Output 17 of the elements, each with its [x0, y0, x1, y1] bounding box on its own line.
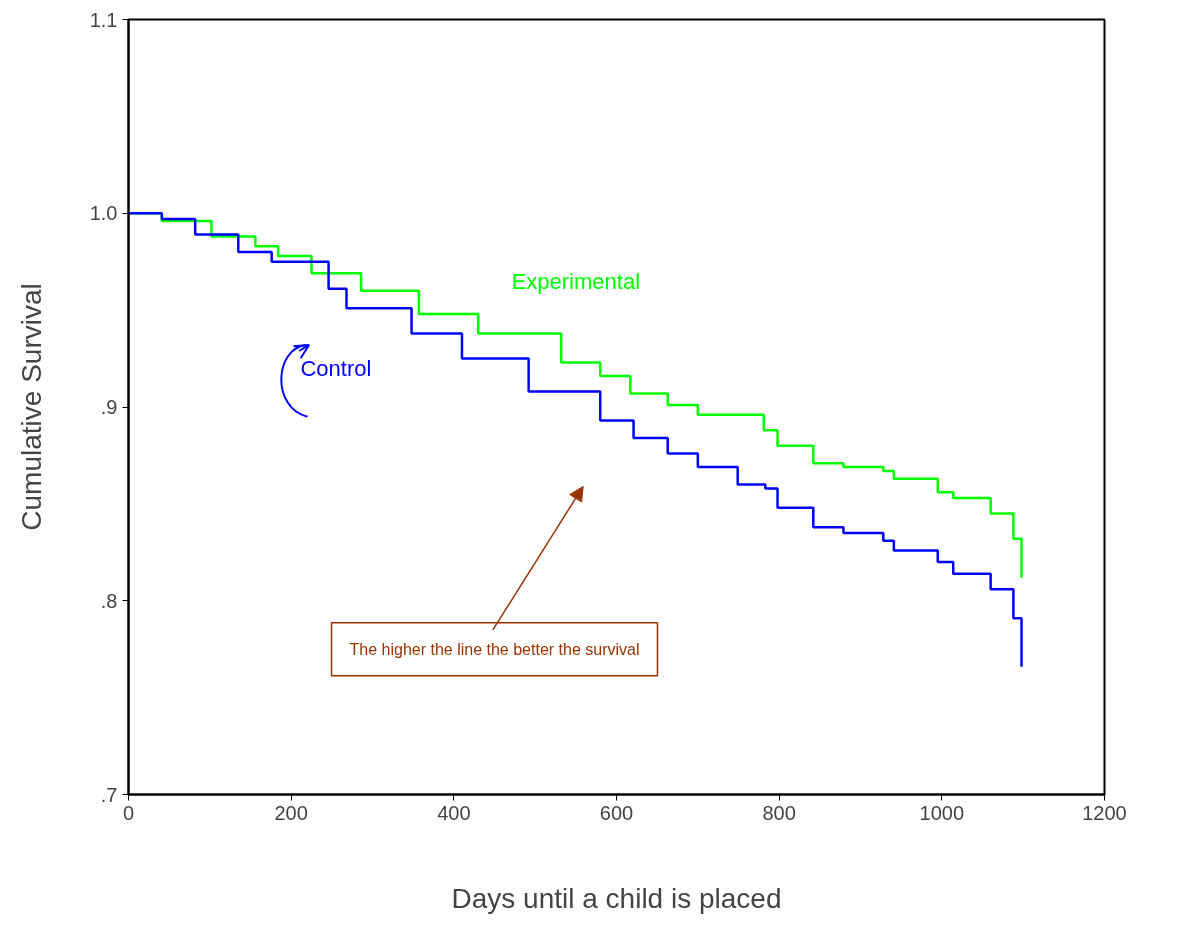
y-tick-label: .9 [100, 396, 118, 418]
y-tick-label: 1.1 [89, 8, 118, 31]
x-tick-label: 800 [762, 801, 796, 824]
x-tick-label: 0 [122, 801, 135, 824]
x-axis-title: Days until a child is placed [451, 882, 782, 914]
x-tick-label: 400 [437, 801, 471, 824]
y-axis-title: Cumulative Survival [15, 283, 47, 531]
series-label: Experimental [511, 268, 641, 294]
y-tick-label: .7 [100, 783, 118, 806]
legend-label: Control [300, 355, 372, 381]
y-tick-label: .8 [100, 589, 118, 612]
x-tick-label: 1000 [919, 801, 965, 824]
annotation: The higher the line the better the survival [349, 640, 640, 658]
x-tick-label: 200 [274, 801, 308, 824]
x-tick-label: 1200 [1082, 801, 1127, 824]
x-tick-label: 600 [599, 801, 634, 824]
y-tick-label: 1.0 [89, 202, 118, 225]
